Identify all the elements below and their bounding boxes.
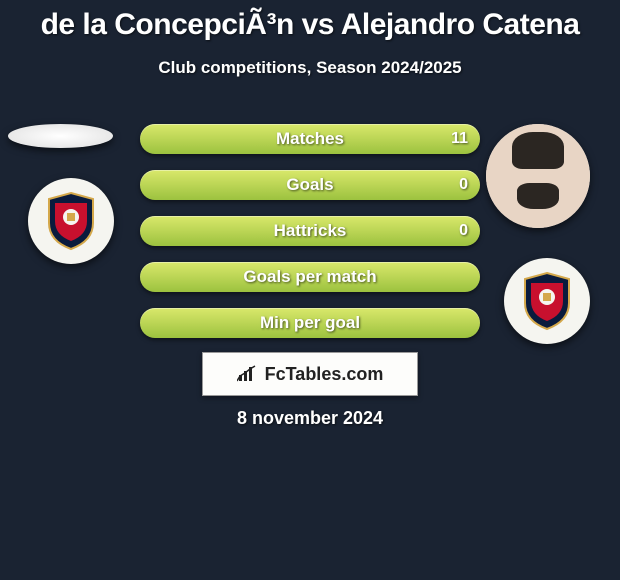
player1-club-badge [28,178,114,264]
osasuna-shield-icon [45,191,97,251]
stat-label: Hattricks [274,221,347,241]
stat-bar-goals-per-match: Goals per match [140,262,480,292]
stat-bar-min-per-goal: Min per goal [140,308,480,338]
generated-date: 8 november 2024 [0,408,620,429]
stat-label: Goals per match [243,267,376,287]
player-face-icon [486,124,590,228]
subtitle: Club competitions, Season 2024/2025 [0,58,620,78]
stat-right-value: 0 [459,222,468,240]
comparison-bars: Matches 11 Goals 0 Hattricks 0 Goals per… [140,124,480,354]
player1-photo [8,124,113,148]
stat-label: Min per goal [260,313,360,333]
player2-club-badge [504,258,590,344]
stat-bar-hattricks: Hattricks 0 [140,216,480,246]
bar-chart-icon [237,365,259,383]
page-title: de la ConcepciÃ³n vs Alejandro Catena [0,0,620,42]
osasuna-shield-icon [521,271,573,331]
brand-text: FcTables.com [265,364,384,385]
stat-right-value: 0 [459,176,468,194]
stat-bar-goals: Goals 0 [140,170,480,200]
player2-photo [486,124,590,228]
stat-right-value: 11 [451,130,468,148]
stat-bar-matches: Matches 11 [140,124,480,154]
stat-label: Matches [276,129,344,149]
stat-label: Goals [286,175,333,195]
brand-badge: FcTables.com [202,352,418,396]
